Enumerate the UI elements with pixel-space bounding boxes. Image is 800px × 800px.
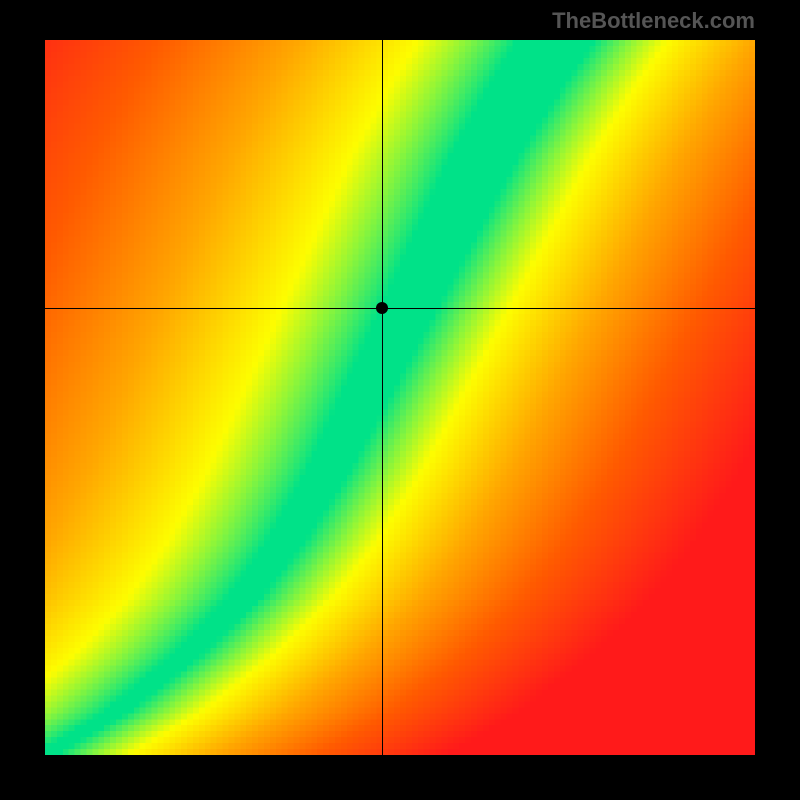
watermark-text: TheBottleneck.com xyxy=(552,8,755,34)
intersection-marker xyxy=(376,302,388,314)
crosshair-horizontal xyxy=(45,308,755,309)
heatmap-canvas xyxy=(45,40,755,755)
heatmap-plot-area xyxy=(45,40,755,755)
crosshair-vertical xyxy=(382,40,383,755)
